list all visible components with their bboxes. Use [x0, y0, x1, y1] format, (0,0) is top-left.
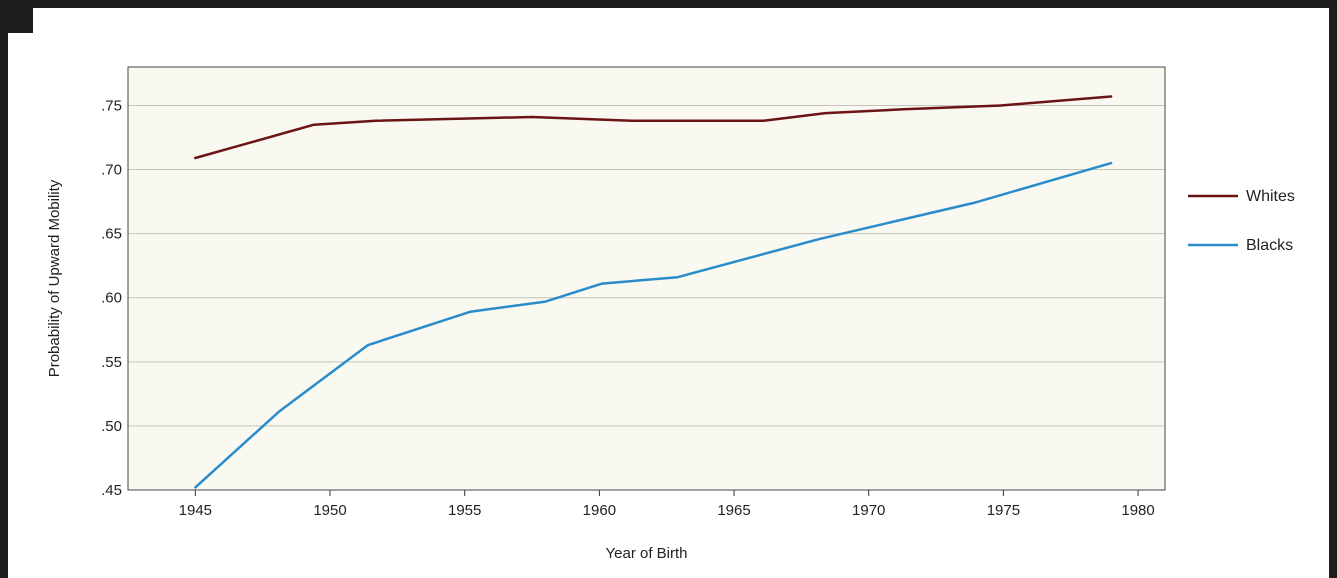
y-tick-label: .50	[101, 418, 122, 435]
legend: Whites Blacks	[1188, 188, 1295, 254]
plot-area	[128, 67, 1165, 490]
x-tick-label: 1975	[987, 502, 1020, 519]
frame-left-border	[0, 0, 8, 578]
y-tick-label: .75	[101, 97, 122, 114]
legend-label-whites: Whites	[1246, 188, 1295, 205]
frame-right-border	[1329, 0, 1337, 578]
series-line-whites	[194, 95, 1113, 160]
series-line-blacks	[194, 161, 1113, 489]
plot-border	[127, 66, 1166, 491]
y-tick-label: .65	[101, 226, 122, 243]
x-axis-label: Year of Birth	[606, 545, 688, 562]
legend-label-blacks: Blacks	[1246, 237, 1293, 254]
y-tick-label: .60	[101, 290, 122, 307]
series-lines	[194, 95, 1113, 489]
x-tick-label: 1965	[717, 502, 750, 519]
x-tick-label: 1955	[448, 502, 481, 519]
x-tick-label: 1970	[852, 502, 885, 519]
corner-block	[0, 0, 33, 33]
x-tick-label: 1960	[583, 502, 616, 519]
y-axis-label: Probability of Upward Mobility	[46, 179, 63, 377]
y-tick-label: .55	[101, 354, 122, 371]
x-tick-label: 1950	[313, 502, 346, 519]
x-tick-label: 1945	[179, 502, 212, 519]
x-tick-label: 1980	[1121, 502, 1154, 519]
axes: .45 .50 .55 .60 .65 .70 .75 1945 1950 1955 1960 196…	[101, 66, 1166, 519]
frame-top-border	[0, 0, 1337, 8]
y-tick-label: .70	[101, 162, 122, 179]
y-tick-label: .45	[101, 482, 122, 499]
